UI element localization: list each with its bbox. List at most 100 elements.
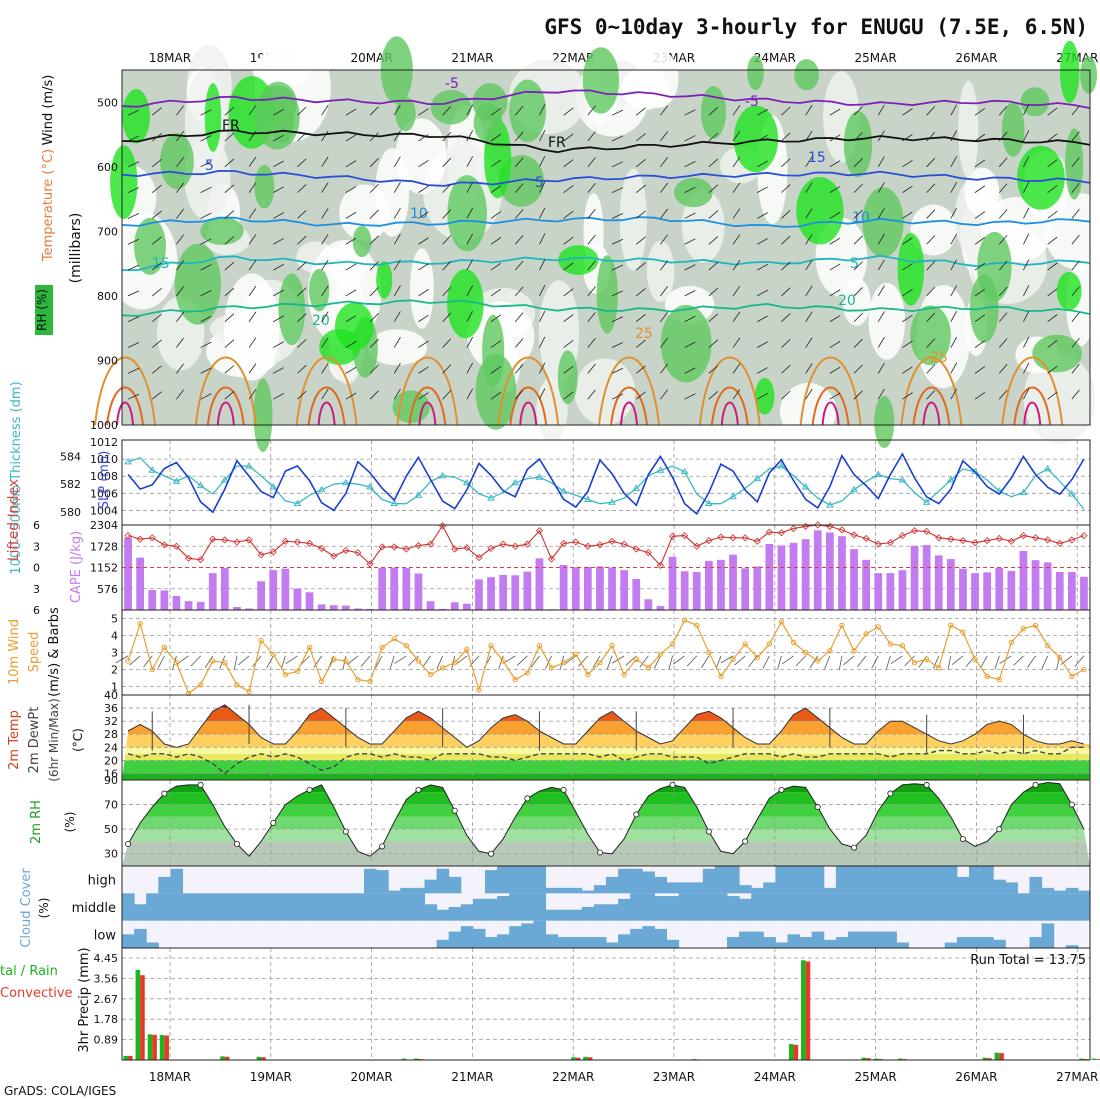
wind-barb xyxy=(248,260,257,271)
rh-dry-patch xyxy=(619,168,647,271)
axis-label: 1000~500mb Thickness (dm) xyxy=(9,381,24,574)
cape-bar xyxy=(608,567,616,610)
rh-moist-patch xyxy=(1080,56,1098,94)
wind-barb xyxy=(466,104,474,116)
wind-barb xyxy=(418,108,429,116)
cloud-low-bar xyxy=(787,934,801,948)
wind-barb xyxy=(660,389,668,400)
wind-barb xyxy=(204,655,214,668)
wind-barb xyxy=(1074,655,1085,667)
wind-speed-point xyxy=(560,660,567,666)
wind-barb xyxy=(974,391,986,400)
cloud-middle-bar xyxy=(799,893,813,921)
tick-label: 800 xyxy=(97,290,118,303)
wind-barb xyxy=(857,655,867,668)
wind-speed-point xyxy=(851,648,857,654)
precip-convective-bar xyxy=(587,1057,593,1060)
lifted-index-point xyxy=(257,551,265,559)
lifted-index-line xyxy=(127,524,1085,567)
cloud-middle-bar xyxy=(666,896,680,921)
tick-label: 3 xyxy=(33,540,40,553)
wind-barb xyxy=(998,183,1008,193)
wind-barb xyxy=(611,393,624,400)
wind-barb xyxy=(635,262,646,271)
lifted-index-point xyxy=(971,539,979,547)
wind-speed-point xyxy=(512,677,518,683)
rh-dry-patch xyxy=(910,204,957,256)
tick-label: 1000 xyxy=(90,419,118,432)
date-label-bottom: 18MAR xyxy=(149,1070,191,1084)
wind-barb xyxy=(563,210,574,219)
cape-bar xyxy=(741,568,750,610)
wind-barb xyxy=(514,364,524,374)
cloud-middle-bar xyxy=(630,893,643,921)
wind-barb xyxy=(926,338,936,348)
isotherm-35 xyxy=(418,401,437,426)
thickness-point xyxy=(729,492,737,500)
lifted-index-point xyxy=(874,540,882,548)
wind-barb xyxy=(393,337,401,348)
wind-barb xyxy=(248,285,257,297)
wind-barb xyxy=(660,105,668,116)
thickness-point xyxy=(680,467,689,475)
wind-barb xyxy=(684,186,696,193)
cloud-low-bar xyxy=(509,926,522,948)
rh-band xyxy=(122,829,1090,842)
cloud-middle-bar xyxy=(267,893,280,921)
isotherm-35 xyxy=(1023,401,1042,426)
wind-barb xyxy=(902,392,913,400)
cloud-high-bar xyxy=(630,868,643,894)
cloud-high-bar xyxy=(799,866,813,894)
wind-barb xyxy=(176,389,184,400)
tick-label: 580 xyxy=(60,506,81,519)
precip-convective-bar xyxy=(224,1056,230,1060)
rh-point xyxy=(705,828,712,835)
wind-speed-point xyxy=(331,656,337,662)
cloud-middle-bar xyxy=(981,893,994,921)
precip-total-bar xyxy=(571,1057,576,1060)
cloud-high-bar xyxy=(666,882,680,894)
wind-barb xyxy=(466,311,474,322)
wind-barb xyxy=(442,183,452,193)
wind-barb xyxy=(781,313,791,323)
cloud-middle-bar xyxy=(376,893,389,921)
tick-label: 4 xyxy=(111,630,118,643)
cloud-middle-bar xyxy=(339,893,353,921)
precip-total-bar xyxy=(159,1035,165,1060)
precip-total-bar xyxy=(801,960,806,1060)
axis-label: CAPE (J/kg) xyxy=(69,531,84,603)
wind-barb xyxy=(1047,314,1058,323)
cloud-middle-bar xyxy=(194,893,208,921)
axis-label: SLP (mb) xyxy=(97,451,112,510)
wind-barb xyxy=(490,340,502,348)
isotherm-30 xyxy=(106,386,144,426)
cloud-low-bar xyxy=(1065,945,1079,948)
wind-barb xyxy=(1071,157,1080,168)
isotherm-30 xyxy=(610,386,648,426)
cape-bar xyxy=(438,608,447,610)
wind-barb xyxy=(587,260,596,271)
cloud-middle-bar xyxy=(206,893,220,921)
tick-label: 1004 xyxy=(90,504,118,517)
wind-barb xyxy=(1047,210,1058,219)
cape-bar xyxy=(680,571,689,610)
cloud-high-bar xyxy=(848,866,861,894)
cloud-high-bar xyxy=(533,866,546,894)
wind-barb xyxy=(1047,365,1058,374)
cloud-low-bar xyxy=(122,934,135,948)
wind-barb xyxy=(297,209,307,219)
tick-label: 582 xyxy=(60,478,81,491)
thickness-point xyxy=(148,466,157,473)
cape-bar xyxy=(620,570,629,610)
wind-speed-point xyxy=(548,665,555,671)
rh-dry-patch xyxy=(621,67,669,110)
wind-barb xyxy=(442,286,452,297)
cloud-middle-bar xyxy=(134,904,147,921)
wind-barb xyxy=(805,156,813,168)
axis-label: RH (%) xyxy=(35,289,49,331)
wind-barb xyxy=(805,104,813,116)
wind-barb xyxy=(781,655,794,665)
wind-barb xyxy=(853,106,863,116)
cloud-high-bar xyxy=(1041,887,1055,894)
precip-convective-bar xyxy=(261,1057,266,1060)
